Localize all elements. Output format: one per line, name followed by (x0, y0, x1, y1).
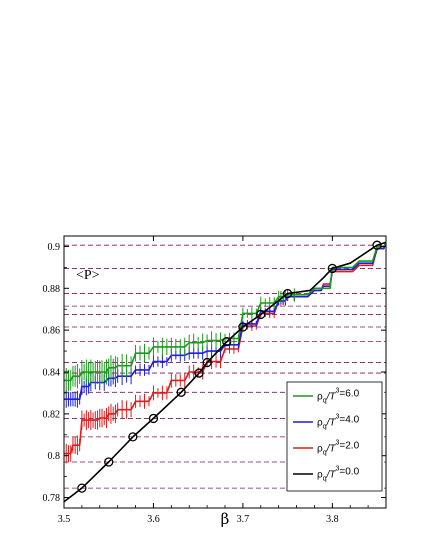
data-point-marker (372, 240, 382, 250)
data-point-marker (202, 357, 212, 368)
series-layer (64, 241, 386, 503)
legend-label-part: q (323, 398, 327, 405)
legend-label-part: q (323, 424, 327, 431)
legend-label-part: 3 (336, 388, 340, 395)
x-tick-label: 3.6 (147, 514, 160, 525)
legend-box (286, 381, 383, 492)
legend-label-part: =2.0 (339, 441, 359, 452)
legend-label-part: ρ (317, 470, 323, 481)
legend-label-part: /T (326, 418, 337, 429)
legend-label-part: ρ (317, 418, 323, 429)
legend-label-part: /T (326, 470, 337, 481)
legend-label-part: ρ (317, 444, 323, 455)
legend-label-part: 3 (336, 440, 340, 447)
data-point-marker (148, 413, 159, 424)
legend-label-part: ρ (317, 392, 323, 403)
legend-label: ρq/T3=4.0 (317, 414, 360, 431)
data-point-marker (176, 387, 186, 397)
data-point-marker (194, 368, 204, 378)
legend: ρq/T3=6.0ρq/T3=4.0ρq/T3=2.0ρq/T3=0.0 (286, 381, 383, 492)
y-tick-label: 0.88 (43, 284, 61, 295)
legend-label: ρq/T3=6.0 (317, 388, 360, 405)
x-tick-label: 3.7 (237, 514, 250, 525)
data-point-marker (282, 288, 293, 299)
legend-label-part: =6.0 (339, 389, 359, 400)
y-tick-label: 0.84 (43, 368, 61, 379)
data-point-marker (128, 432, 138, 442)
legend-label-part: =4.0 (339, 415, 359, 426)
legend-label-part: /T (326, 392, 337, 403)
data-point-marker (327, 263, 337, 274)
legend-label-part: =0.0 (339, 467, 359, 478)
data-point-marker (77, 483, 87, 493)
marker-layer (77, 240, 382, 493)
legend-label-part: 3 (336, 414, 340, 421)
x-tick-label: 3.8 (326, 514, 339, 525)
y-axis: 0.78 0.8 0.82 0.84 0.86 0.88 0.9 (43, 242, 386, 504)
y-tick-label: 0.82 (43, 409, 61, 420)
data-point-marker (238, 322, 248, 332)
data-point-marker (222, 337, 232, 347)
legend-label-part: /T (326, 444, 337, 455)
x-tick-label: 3.5 (58, 514, 71, 525)
y-tick-label: 0.8 (48, 451, 61, 462)
observable-label: <P> (76, 268, 100, 283)
x-axis: 3.5 3.6 3.7 3.8 (58, 236, 369, 525)
series-line (64, 241, 386, 503)
y-tick-label: 0.9 (48, 242, 61, 253)
x-axis-label: β (221, 510, 230, 528)
legend-label: ρq/T3=2.0 (317, 440, 360, 457)
data-point-marker (104, 457, 114, 467)
legend-label-part: 3 (336, 466, 340, 473)
legend-label-part: q (323, 476, 327, 483)
legend-label-part: q (323, 450, 327, 457)
y-tick-label: 0.78 (43, 493, 61, 504)
data-point-marker (256, 309, 266, 320)
legend-label: ρq/T3=0.0 (317, 466, 360, 483)
y-tick-label: 0.86 (43, 326, 61, 337)
